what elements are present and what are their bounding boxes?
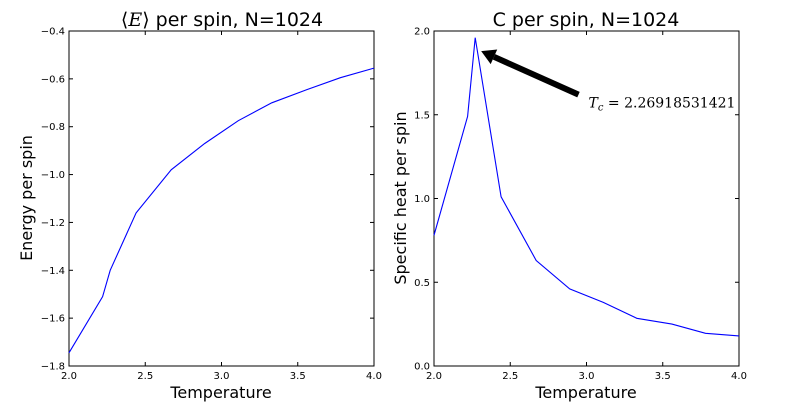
energy-axis-ticks: 2.0 2.5 3.0 3.5 4.0 −1.8 −1.6 −1.4 −1.2 −1.0 −0.8 −… [41, 27, 382, 383]
specific-heat-y-tick-label: 1.0 [414, 194, 430, 205]
tc-annotation-variable: T [589, 96, 600, 112]
specific-heat-chart-title: C per spin, N=1024 [493, 9, 680, 31]
tc-arrow-head [481, 49, 498, 65]
specific-heat-x-tick-label: 3.5 [655, 371, 671, 382]
tc-arrow-shaft [492, 54, 580, 98]
energy-chart-title: ⟨E⟩ per spin, N=1024 [121, 9, 323, 31]
energy-x-tick-label: 2.0 [61, 371, 77, 382]
energy-x-tick-label: 3.5 [290, 371, 306, 382]
specific-heat-x-tick-label: 2.0 [426, 371, 442, 382]
energy-y-tick-label: −1.0 [41, 170, 65, 181]
tc-annotation-subscript: c [598, 103, 604, 114]
tc-annotation-value: = 2.26918531421 [603, 96, 735, 112]
energy-x-tick-label: 4.0 [366, 371, 382, 382]
energy-y-tick-label: −1.4 [41, 266, 65, 277]
energy-chart: ⟨E⟩ per spin, N=1024 2.0 2.5 3.0 3.5 4.0 −1.8… [17, 9, 382, 402]
energy-y-tick-label: −1.2 [41, 218, 65, 229]
energy-y-tick-label: −1.6 [41, 314, 65, 325]
tc-annotation-arrow [481, 49, 580, 98]
specific-heat-y-axis-label: Specific heat per spin [391, 111, 410, 284]
specific-heat-axis-ticks: 2.0 2.5 3.0 3.5 4.0 0.0 0.5 1.0 1.5 2.0 [414, 27, 747, 383]
energy-y-tick-label: −1.8 [41, 362, 65, 373]
energy-title-variable: E [127, 9, 142, 31]
specific-heat-plot-frame [433, 30, 740, 367]
specific-heat-y-tick-label: 0.5 [414, 278, 430, 289]
specific-heat-y-tick-label: 0.0 [414, 362, 430, 373]
specific-heat-series-line [433, 37, 740, 337]
energy-x-tick-label: 3.0 [214, 371, 230, 382]
energy-plot-frame [68, 30, 375, 367]
energy-y-tick-label: −0.4 [41, 27, 65, 38]
energy-title-rest: ⟩ per spin, N=1024 [142, 9, 323, 31]
tc-annotation-text: Tc = 2.26918531421 [589, 96, 736, 114]
specific-heat-y-tick-label: 1.5 [414, 110, 430, 121]
energy-series-line [68, 67, 375, 354]
specific-heat-y-tick-label: 2.0 [414, 27, 430, 38]
specific-heat-x-tick-label: 4.0 [731, 371, 747, 382]
energy-y-tick-label: −0.8 [41, 122, 65, 133]
energy-x-tick-label: 2.5 [137, 371, 153, 382]
energy-title-bracket-left: ⟨ [121, 9, 128, 31]
energy-y-tick-label: −0.6 [41, 74, 65, 85]
specific-heat-x-tick-label: 2.5 [502, 371, 518, 382]
specific-heat-chart: C per spin, N=1024 2.0 2.5 3.0 3.5 4.0 0.0 0.5… [391, 9, 747, 402]
energy-x-axis-label: Temperature [169, 383, 271, 402]
specific-heat-x-axis-label: Temperature [534, 383, 636, 402]
energy-y-axis-label: Energy per spin [17, 135, 36, 261]
specific-heat-x-tick-label: 3.0 [579, 371, 595, 382]
